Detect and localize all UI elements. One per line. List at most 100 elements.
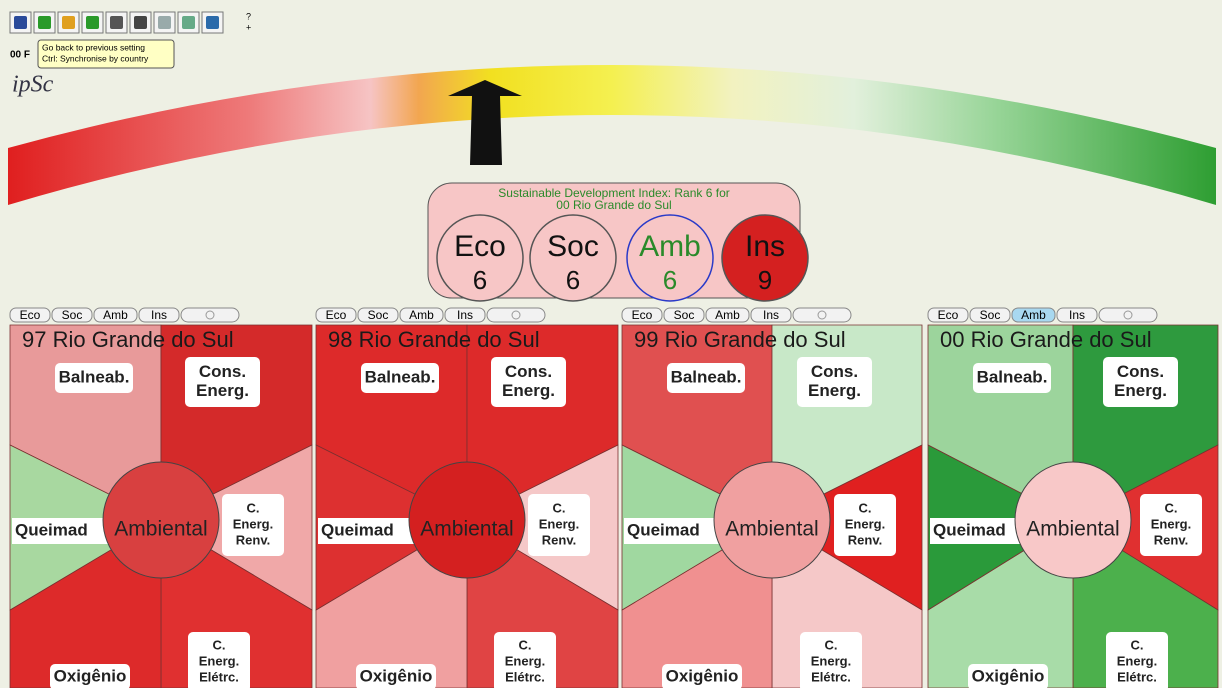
- tab[interactable]: [705, 307, 750, 323]
- tab[interactable]: [1056, 307, 1098, 323]
- toolbar-icon: [158, 16, 171, 29]
- score-circle: [436, 214, 524, 302]
- score-value: 6: [566, 265, 580, 295]
- toggle[interactable]: [1098, 307, 1158, 323]
- sector-label: C.: [247, 500, 260, 515]
- tab-label: Soc: [62, 308, 83, 322]
- score-label: Ins: [745, 230, 785, 263]
- tab-label: Ins: [457, 308, 473, 322]
- tab-label: Amb: [103, 308, 128, 322]
- sector-label: Cons.: [505, 362, 552, 381]
- tab[interactable]: [357, 307, 399, 323]
- center-circle[interactable]: [102, 461, 220, 579]
- toolbar-icon: [62, 16, 75, 29]
- sector-label: C.: [553, 500, 566, 515]
- toolbar-icon: [86, 16, 99, 29]
- sector-label: Balneab.: [671, 367, 742, 386]
- label-box: [12, 518, 108, 544]
- center-circle[interactable]: [1014, 461, 1132, 579]
- toggle-knob: [205, 310, 215, 320]
- tab[interactable]: [750, 307, 792, 323]
- tab[interactable]: [138, 307, 180, 323]
- score-label: Amb: [639, 230, 701, 263]
- label-box: [50, 664, 130, 688]
- sector-label: Energ.: [845, 516, 885, 531]
- toggle[interactable]: [792, 307, 852, 323]
- label-box: [930, 518, 1026, 544]
- sector-label: Balneab.: [977, 367, 1048, 386]
- panel-title: 99 Rio Grande do Sul: [634, 327, 846, 352]
- tab-label: Soc: [674, 308, 695, 322]
- sector-label: Renv.: [1154, 532, 1188, 547]
- center-label: Ambiental: [114, 518, 207, 541]
- tab[interactable]: [51, 307, 93, 323]
- sector-label: Elétrc.: [1117, 669, 1157, 684]
- tab-label: Soc: [980, 308, 1001, 322]
- score-label: Eco: [454, 230, 506, 263]
- label-box: [797, 357, 872, 407]
- plus-button[interactable]: +: [246, 22, 251, 32]
- sector-label: Energ.: [811, 653, 851, 668]
- score-circle: [626, 214, 714, 302]
- score-circle: [529, 214, 617, 302]
- panel-title: 97 Rio Grande do Sul: [22, 327, 234, 352]
- sector-label: Oxigênio: [972, 666, 1045, 685]
- label-box: [361, 363, 439, 393]
- toggle[interactable]: [180, 307, 240, 323]
- tab[interactable]: [621, 307, 663, 323]
- sector-label: Cons.: [1117, 362, 1164, 381]
- label-box: [1140, 494, 1202, 556]
- summary-title: 00 Rio Grande do Sul: [556, 198, 671, 212]
- help-button[interactable]: ?: [246, 11, 251, 21]
- sector-label: C.: [859, 500, 872, 515]
- tooltip: [37, 39, 175, 69]
- label-box: [624, 518, 720, 544]
- tab[interactable]: [315, 307, 357, 323]
- main: Sustainable Development Index: Rank 6 fo…: [9, 182, 1219, 688]
- tab-label: Amb: [715, 308, 740, 322]
- toggle-knob: [511, 310, 521, 320]
- sector-label: Energ.: [1117, 653, 1157, 668]
- index-arrow: [448, 80, 522, 165]
- sector-label: Queimad: [15, 520, 88, 539]
- logo: ipSc: [12, 72, 54, 98]
- center-label: Ambiental: [420, 518, 513, 541]
- center-circle[interactable]: [408, 461, 526, 579]
- tab[interactable]: [927, 307, 969, 323]
- tab-label: Eco: [326, 308, 347, 322]
- tab-label: Eco: [20, 308, 41, 322]
- tab[interactable]: [9, 307, 51, 323]
- tab[interactable]: [663, 307, 705, 323]
- tooltip-text: Ctrl: Synchronise by country: [42, 53, 149, 63]
- center-label: Ambiental: [1026, 518, 1119, 541]
- label-box: [318, 518, 414, 544]
- tab[interactable]: [93, 307, 138, 323]
- score-value: 9: [758, 265, 772, 295]
- sector-label: Oxigênio: [666, 666, 739, 685]
- tab[interactable]: [444, 307, 486, 323]
- toolbar-icon: [110, 16, 123, 29]
- sector-label: Queimad: [627, 520, 700, 539]
- label-box: [1106, 632, 1168, 688]
- sector-label: Renv.: [236, 532, 270, 547]
- sector-label: Cons.: [811, 362, 858, 381]
- tab-label: Amb: [409, 308, 434, 322]
- tab-label: Eco: [632, 308, 653, 322]
- sector-label: Energ.: [233, 516, 273, 531]
- tab[interactable]: [399, 307, 444, 323]
- partial-label: 00 F: [10, 50, 30, 61]
- sector-label: Queimad: [321, 520, 394, 539]
- sector-label: Balneab.: [365, 367, 436, 386]
- toggle-knob: [817, 310, 827, 320]
- center-circle[interactable]: [713, 461, 831, 579]
- toggle[interactable]: [486, 307, 546, 323]
- sector-label: Renv.: [542, 532, 576, 547]
- tab[interactable]: [1011, 307, 1056, 323]
- sector-label: Renv.: [848, 532, 882, 547]
- score-value: 6: [663, 265, 677, 295]
- sector-label: C.: [519, 637, 532, 652]
- sector-label: Energ.: [1151, 516, 1191, 531]
- sector-label: C.: [1131, 637, 1144, 652]
- tab[interactable]: [969, 307, 1011, 323]
